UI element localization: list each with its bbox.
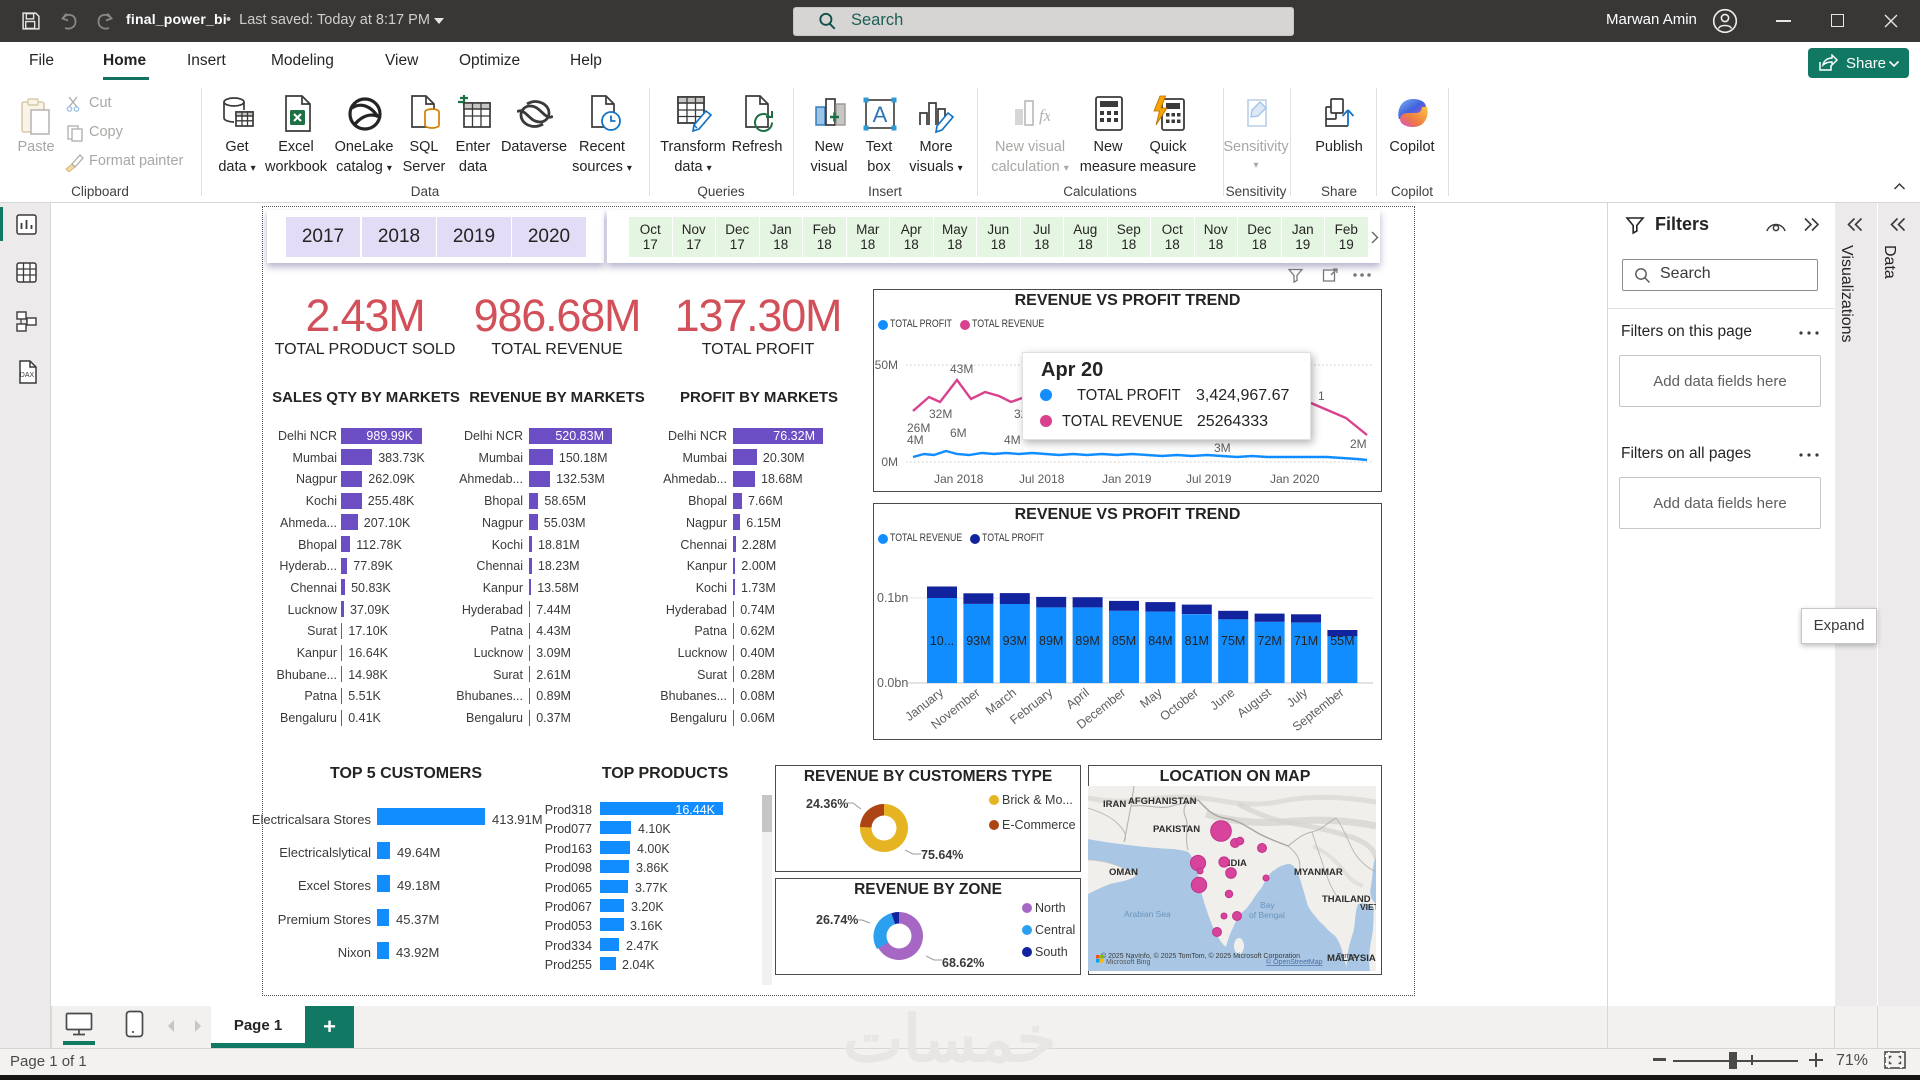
svg-text:INDIA: INDIA — [1221, 858, 1247, 869]
svg-text:April: April — [1063, 685, 1091, 711]
svg-text:Terms: Terms — [1337, 953, 1357, 960]
svg-text:DAX: DAX — [20, 372, 35, 379]
svg-text:0.0bn: 0.0bn — [877, 676, 908, 690]
svg-text:75M: 75M — [1221, 634, 1245, 648]
svg-text:July: July — [1284, 685, 1311, 710]
svg-text:© 2025 NavInfo, © 2025 TomTom,: © 2025 NavInfo, © 2025 TomTom, © 2025 Mi… — [1101, 952, 1300, 960]
svg-text:0.1bn: 0.1bn — [877, 591, 908, 605]
svg-text:93M: 93M — [966, 634, 990, 648]
svg-text:43M: 43M — [950, 362, 973, 376]
svg-text:Jan 2018: Jan 2018 — [934, 472, 984, 486]
svg-text:June: June — [1207, 685, 1237, 713]
svg-text:2M: 2M — [1350, 437, 1367, 451]
svg-text:A: A — [873, 102, 888, 127]
svg-text:1: 1 — [1318, 389, 1325, 403]
svg-text:55M: 55M — [1330, 634, 1354, 648]
svg-text:fx: fx — [1039, 106, 1050, 125]
svg-text:OMAN: OMAN — [1109, 867, 1138, 878]
svg-text:Jul 2019: Jul 2019 — [1186, 472, 1232, 486]
svg-text:Microsoft Bing: Microsoft Bing — [1106, 959, 1150, 966]
svg-text:6M: 6M — [950, 426, 967, 440]
svg-text:32M: 32M — [929, 407, 952, 421]
svg-text:4M: 4M — [1004, 433, 1021, 447]
svg-text:72M: 72M — [1257, 634, 1281, 648]
svg-text:May: May — [1137, 685, 1165, 711]
svg-text:4M: 4M — [907, 433, 924, 447]
svg-text:© OpenStreetMap: © OpenStreetMap — [1266, 958, 1323, 966]
svg-text:Bay: Bay — [1260, 900, 1275, 910]
svg-text:October: October — [1157, 685, 1201, 723]
svg-text:93M: 93M — [1003, 634, 1027, 648]
svg-text:84M: 84M — [1148, 634, 1172, 648]
svg-text:MYANMAR: MYANMAR — [1294, 867, 1343, 878]
svg-text:AFGHANISTAN: AFGHANISTAN — [1128, 796, 1197, 807]
svg-text:0M: 0M — [881, 455, 898, 469]
svg-text:3M: 3M — [1214, 441, 1231, 455]
svg-text:August: August — [1235, 685, 1275, 720]
svg-text:Jan 2019: Jan 2019 — [1102, 472, 1152, 486]
svg-text:of Bengal: of Bengal — [1249, 910, 1285, 920]
svg-text:Jan 2020: Jan 2020 — [1270, 472, 1320, 486]
svg-text:IRAN: IRAN — [1103, 799, 1126, 810]
svg-text:26M: 26M — [907, 421, 930, 435]
svg-text:85M: 85M — [1112, 634, 1136, 648]
svg-text:10...: 10... — [930, 634, 954, 648]
svg-text:Arabian Sea: Arabian Sea — [1124, 909, 1171, 919]
svg-text:VIET: VIET — [1360, 902, 1376, 912]
svg-text:PAKISTAN: PAKISTAN — [1153, 824, 1200, 835]
svg-text:THAILAND: THAILAND — [1322, 894, 1371, 905]
svg-text:89M: 89M — [1039, 634, 1063, 648]
svg-text:Jul 2018: Jul 2018 — [1019, 472, 1065, 486]
svg-text:89M: 89M — [1075, 634, 1099, 648]
svg-text:50M: 50M — [875, 358, 898, 372]
svg-text:71M: 71M — [1294, 634, 1318, 648]
svg-text:MALAYSIA: MALAYSIA — [1327, 953, 1376, 964]
svg-text:81M: 81M — [1185, 634, 1209, 648]
